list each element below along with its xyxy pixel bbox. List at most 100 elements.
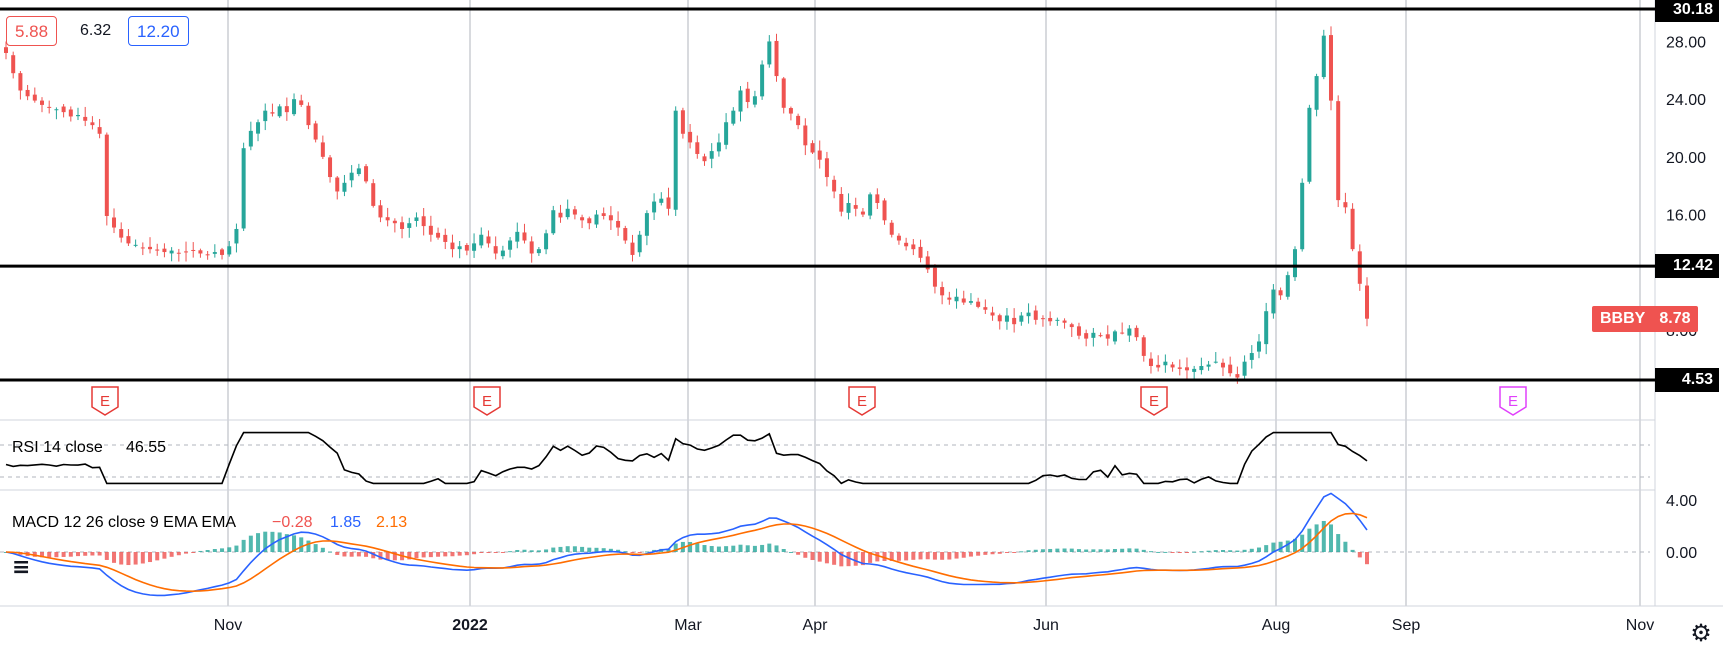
macd-hist-bar [76,552,81,557]
candle-body [61,106,66,113]
macd-hist-bar [407,552,412,560]
candle-body [536,249,541,254]
earnings-marker[interactable]: E [91,386,119,416]
macd-hist-bar [112,552,117,563]
macd-hist-bar [119,552,124,565]
macd-hist-bar [328,551,333,553]
settings-gear-icon[interactable]: ⚙ [1690,619,1712,647]
candle-body [731,110,736,124]
macd-hist-bar [428,552,433,558]
earnings-marker-label: E [857,393,867,410]
candle-body [234,228,239,244]
macd-hist-bar [320,547,325,552]
macd-hist-bar [731,545,736,552]
candle-body [443,234,448,242]
macd-hist-bar [724,546,729,552]
candle-body [40,100,45,105]
macd-hist-bar [198,550,203,552]
candle-body [25,89,30,97]
candle-body [551,210,556,234]
candle-body [630,242,635,255]
candle-body [932,267,937,287]
candle-body [1213,361,1218,363]
candle-body [176,252,181,254]
earnings-marker[interactable]: E [1499,386,1527,416]
earnings-marker[interactable]: E [1140,386,1168,416]
candle-body [1228,364,1233,374]
candle-body [976,301,981,307]
macd-hist-bar [1012,552,1017,553]
candle-body [637,234,642,253]
candle-body [155,249,160,251]
candle-body [1004,315,1009,322]
candle-body [788,108,793,114]
macd-hist-bar [1321,520,1326,552]
macd-hist-value: −0.28 [272,514,313,531]
candle-body [652,201,657,213]
time-axis-label-1: 2022 [452,617,488,634]
macd-hist-bar [436,552,441,557]
earnings-marker[interactable]: E [473,386,501,416]
macd-hist-bar [1235,550,1240,552]
candle-body [1278,290,1283,296]
earnings-marker[interactable]: E [848,386,876,416]
macd-hist-bar [421,552,426,558]
candle-body [680,110,685,134]
candle-body [508,240,513,250]
candle-body [1285,275,1290,297]
macd-hist-bar [234,545,239,552]
macd-hist-bar [256,533,261,552]
candles [4,26,1369,384]
time-axis[interactable]: Nov 2022 Mar Apr Jun Aug Sep Nov [214,617,1654,634]
macd-hist-bar [587,547,592,552]
candle-body [4,47,8,53]
macd-hist-bar [1112,548,1117,552]
candle-body [76,115,81,117]
macd-hist-bar [1055,548,1060,552]
candle-body [1328,35,1333,101]
earnings-marker-shape [848,386,876,416]
macd-hist-bar [414,552,419,559]
candle-body [824,158,829,178]
candle-body [1112,331,1117,342]
time-axis-label-7: Nov [1626,617,1654,634]
macd-hist-bar [1040,549,1045,552]
tradingview-logo[interactable]: ≡ [12,555,31,580]
macd-hist-bar [479,552,484,553]
candle-body [428,225,433,235]
macd-hist-bar [846,552,851,567]
macd-hist-bar [918,552,923,560]
candle-body [695,142,700,154]
macd-axis-tick-0: 0.00 [1666,545,1697,562]
candle-body [1242,361,1247,376]
candle-body [90,122,95,126]
macd-hist-bar [803,552,808,558]
macd-hist-bar [904,552,909,561]
candle-body [1012,317,1017,325]
macd-hist-bar [1314,524,1319,552]
ohlc-open-pill: 5.88 [6,16,58,46]
candle-body [1300,182,1305,250]
candle-body [292,99,297,115]
macd-hist-bar [1019,551,1024,553]
macd-hist-bar [608,548,613,552]
macd-hist-bar [47,552,52,558]
candle-body [515,231,520,242]
candle-body [1127,328,1132,336]
macd-hist-bar [1091,549,1096,552]
horizontal-levels[interactable] [0,7,1655,382]
macd-hist-bar [1264,545,1269,552]
macd-hist-bar [1098,549,1103,552]
macd-hist-bar [1048,548,1053,552]
macd-hist-bar [364,552,369,557]
macd-hist-bar [191,552,196,553]
earnings-marker-label: E [482,393,492,410]
candle-body [1163,361,1168,366]
candle-body [148,246,153,250]
macd-hist-bar [212,549,217,552]
last-price-tag: BBBY 8.78 [1592,306,1699,332]
macd-hist-bar [450,552,455,557]
level-label-mid: 12.42 [1655,254,1719,278]
